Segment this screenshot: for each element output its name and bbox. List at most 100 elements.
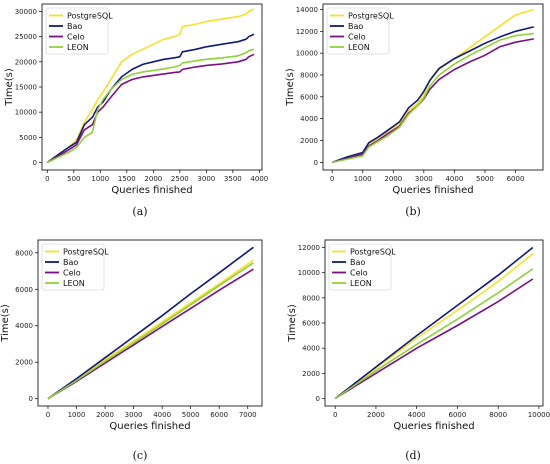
- x-tick-label: 6000: [449, 411, 467, 419]
- legend-box: [328, 243, 392, 291]
- y-tick-label: 14000: [296, 6, 318, 14]
- y-tick-label: 10000: [296, 50, 318, 58]
- x-tick-label: 1000: [68, 411, 86, 419]
- x-tick-label: 2500: [171, 175, 189, 183]
- legend-label-bao: Bao: [350, 258, 365, 267]
- legend-label-bao: Bao: [63, 258, 78, 267]
- legend-box: [41, 243, 105, 291]
- legend-label-postgresql: PostgreSQL: [67, 12, 113, 21]
- y-tick-label: 30000: [15, 8, 37, 16]
- legend-label-leon: LEON: [67, 43, 89, 52]
- series-line-celo: [334, 278, 534, 400]
- plot-frame: [322, 3, 544, 171]
- x-tick-label: 10000: [528, 411, 550, 419]
- x-tick-label: 5000: [182, 411, 200, 419]
- series-line-leon: [47, 262, 254, 400]
- x-tick-label: 1000: [91, 175, 109, 183]
- series-line-bao: [46, 33, 255, 164]
- y-axis-label: Time(s): [0, 304, 11, 343]
- x-tick-label: 1500: [118, 175, 136, 183]
- x-tick-label: 4000: [445, 175, 463, 183]
- y-tick-label: 2000: [302, 370, 320, 378]
- series-line-leon: [332, 32, 534, 164]
- legend-box: [45, 7, 109, 55]
- y-tick-label: 4000: [15, 322, 33, 330]
- x-tick-label: 7000: [239, 411, 257, 419]
- y-tick-label: 0: [314, 159, 318, 167]
- x-tick-label: 3000: [415, 175, 433, 183]
- y-tick-label: 25000: [15, 33, 37, 41]
- x-tick-label: 6000: [210, 411, 228, 419]
- legend-label-postgresql: PostgreSQL: [63, 248, 109, 257]
- x-tick-label: 3000: [125, 411, 143, 419]
- x-tick-label: 0: [46, 411, 50, 419]
- plot-frame: [37, 239, 263, 407]
- legend-label-celo: Celo: [350, 269, 368, 278]
- x-tick-label: 4000: [408, 411, 426, 419]
- legend-label-celo: Celo: [67, 33, 85, 42]
- x-tick-label: 0: [333, 411, 337, 419]
- y-tick-label: 6000: [15, 286, 33, 294]
- y-tick-label: 15000: [15, 84, 37, 92]
- series-line-postgresql: [47, 259, 254, 400]
- x-tick-label: 2000: [144, 175, 162, 183]
- y-tick-label: 20000: [15, 58, 37, 66]
- legend-label-celo: Celo: [348, 33, 366, 42]
- panel-label: (d): [405, 449, 421, 462]
- series-line-leon: [334, 268, 534, 400]
- y-tick-label: 12000: [298, 244, 320, 252]
- x-tick-label: 500: [67, 175, 80, 183]
- y-tick-label: 8000: [300, 71, 318, 79]
- chart-panel-3: 0 1000 2000 3000 4000 5000 6000 7000 0 2000 4000 60…: [0, 239, 263, 462]
- y-tick-label: 8000: [302, 294, 320, 302]
- x-tick-label: 6000: [507, 175, 525, 183]
- legend-label-postgresql: PostgreSQL: [350, 248, 396, 257]
- y-tick-label: 6000: [300, 93, 318, 101]
- x-axis-label: Queries finished: [109, 421, 190, 432]
- x-tick-label: 2000: [96, 411, 114, 419]
- y-tick-label: 6000: [302, 320, 320, 328]
- y-tick-label: 5000: [19, 134, 37, 142]
- legend-label-leon: LEON: [63, 279, 85, 288]
- legend-label-postgresql: PostgreSQL: [348, 12, 394, 21]
- chart-panel-2: 0 1000 2000 3000 4000 5000 6000 0 2000 4000 6000 80…: [285, 3, 544, 218]
- series-line-celo: [47, 268, 254, 400]
- x-tick-label: 2000: [384, 175, 402, 183]
- y-tick-label: 0: [316, 395, 320, 403]
- y-tick-label: 0: [33, 159, 37, 167]
- x-tick-label: 3500: [224, 175, 242, 183]
- chart-panel-1: 0 500 1000 1500 2000 2500 3000 3500 4000 0 5000 100…: [4, 3, 268, 218]
- series-line-bao: [334, 246, 534, 400]
- series-line-bao: [331, 26, 534, 164]
- y-tick-label: 0: [29, 395, 33, 403]
- y-axis-label: Time(s): [285, 68, 296, 107]
- x-tick-label: 2000: [367, 411, 385, 419]
- x-tick-label: 4000: [153, 411, 171, 419]
- series-line-celo: [332, 38, 534, 164]
- legend-box: [326, 7, 390, 55]
- x-axis-label: Queries finished: [393, 421, 474, 432]
- series-line-bao: [47, 246, 254, 400]
- x-tick-label: 4000: [250, 175, 268, 183]
- x-tick-label: 5000: [476, 175, 494, 183]
- series-line-postgresql: [46, 8, 255, 164]
- legend-label-bao: Bao: [67, 22, 82, 31]
- x-tick-label: 0: [330, 175, 334, 183]
- panel-label: (a): [132, 205, 147, 218]
- legend-label-leon: LEON: [350, 279, 372, 288]
- x-tick-label: 0: [45, 175, 49, 183]
- panel-label: (b): [405, 205, 421, 218]
- y-tick-label: 12000: [296, 28, 318, 36]
- x-tick-label: 8000: [489, 411, 507, 419]
- y-axis-label: Time(s): [4, 68, 15, 107]
- legend-label-leon: LEON: [348, 43, 370, 52]
- y-tick-label: 4000: [302, 345, 320, 353]
- x-axis-label: Queries finished: [111, 185, 192, 196]
- series-line-leon: [46, 48, 255, 164]
- legend-label-bao: Bao: [348, 22, 363, 31]
- series-line-postgresql: [334, 253, 534, 400]
- y-tick-label: 8000: [15, 249, 33, 257]
- panel-label: (c): [133, 449, 148, 462]
- chart-panel-4: 0 2000 4000 6000 8000 10000 0 2000 4000 6000 8000 1…: [287, 239, 550, 462]
